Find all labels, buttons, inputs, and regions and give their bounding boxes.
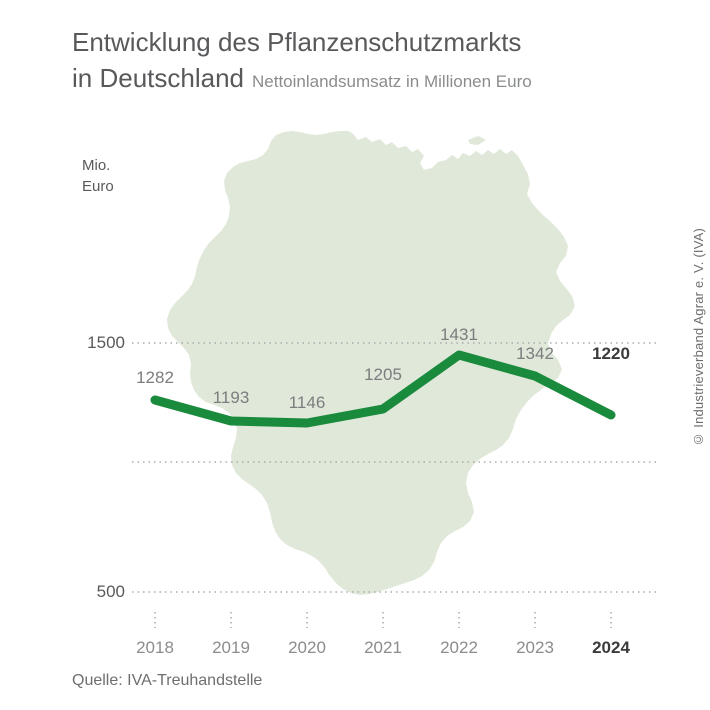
- data-label-2022: 1431: [440, 325, 478, 344]
- x-tick-label-2018: 2018: [136, 638, 174, 657]
- data-label-2024: 1220: [592, 344, 630, 363]
- data-label-2023: 1342: [516, 344, 554, 363]
- y-tick-label-500: 500: [96, 582, 125, 601]
- data-label-2018: 1282: [136, 368, 174, 387]
- x-tick-label-2024: 2024: [592, 638, 630, 657]
- x-tick-label-2020: 2020: [288, 638, 326, 657]
- series-line-nettoinlandsumsatz: [150, 350, 616, 428]
- chart-title-line2: in Deutschland Nettoinlandsumsatz in Mill…: [72, 60, 652, 100]
- x-tick-label-2022: 2022: [440, 638, 478, 657]
- chart-subtitle: Nettoinlandsumsatz in Millionen Euro: [252, 72, 532, 91]
- y-axis-unit-line2: Euro: [82, 178, 114, 195]
- y-axis-unit-line1: Mio.: [82, 157, 111, 174]
- y-tick-label-1500: 1500: [87, 333, 125, 352]
- y-axis-unit-label: Mio. Euro: [82, 155, 114, 197]
- source-note: Quelle: IVA-Treuhandstelle: [72, 672, 263, 689]
- copyright-note: © Industrieverband Agrar e. V. (IVA): [691, 228, 706, 447]
- x-tick-label-2023: 2023: [516, 638, 554, 657]
- chart-title-line1: Entwicklung des Pflanzenschutzmarkts: [72, 27, 522, 57]
- data-label-2020: 1146: [288, 393, 326, 412]
- germany-silhouette-icon: [167, 131, 575, 595]
- data-label-2019: 1193: [212, 388, 250, 407]
- chart-title-line2-text: in Deutschland: [72, 63, 244, 93]
- x-tick-label-2019: 2019: [212, 638, 250, 657]
- x-tick-label-2021: 2021: [364, 638, 402, 657]
- data-label-2021: 1205: [364, 365, 402, 384]
- title-block: Entwicklung des Pflanzenschutzmarkts in …: [72, 24, 652, 100]
